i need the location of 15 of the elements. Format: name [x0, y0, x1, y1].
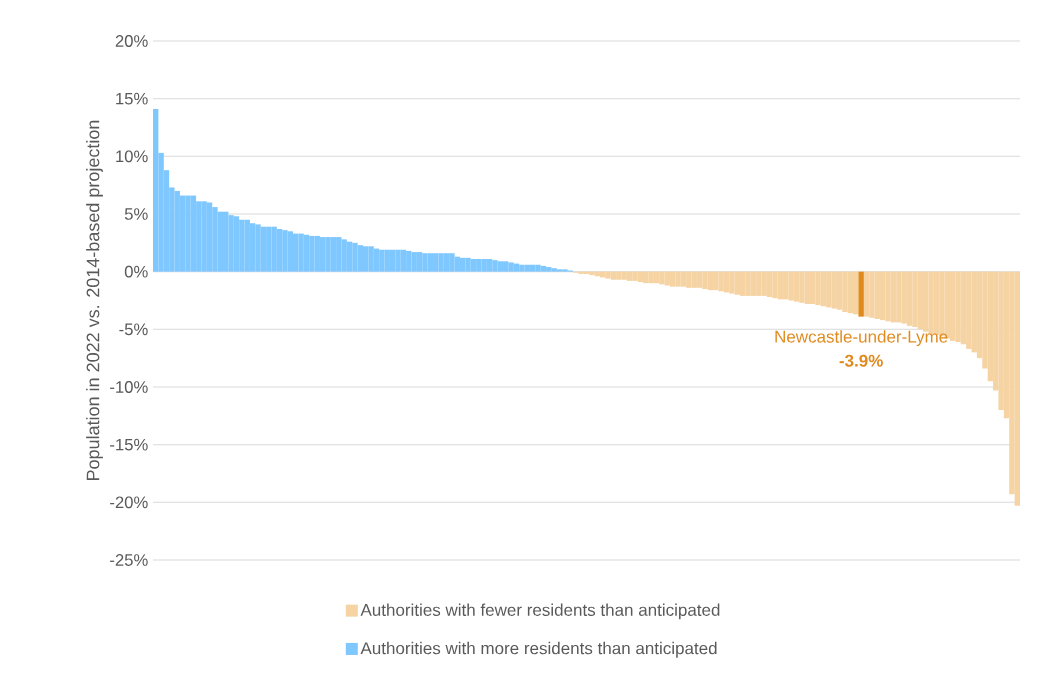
y-tick-label: 10% [116, 150, 148, 163]
y-tick-label: -10% [110, 381, 148, 393]
y-tick-label: 20% [115, 35, 148, 47]
series-label: Newcastle-under-Lyme [775, 330, 948, 347]
y-tick-label: 15% [116, 92, 148, 105]
y-tick-label: -25% [110, 554, 148, 566]
y-tick-label: 5% [124, 208, 148, 220]
y-tick-label: 0% [124, 265, 148, 278]
data-label: -3.9% [839, 354, 883, 367]
y-tick-label: -20% [110, 496, 148, 509]
y-tick-label: -15% [110, 438, 148, 451]
y-axis-title: Population in 2022 vs. 2014-based projection [86, 120, 103, 480]
legend-label: Authorities with fewer residents than anticipated [360, 603, 720, 620]
legend-label: Authorities with more residents than anticipated [360, 641, 717, 658]
y-tick-label: -5% [119, 323, 148, 336]
